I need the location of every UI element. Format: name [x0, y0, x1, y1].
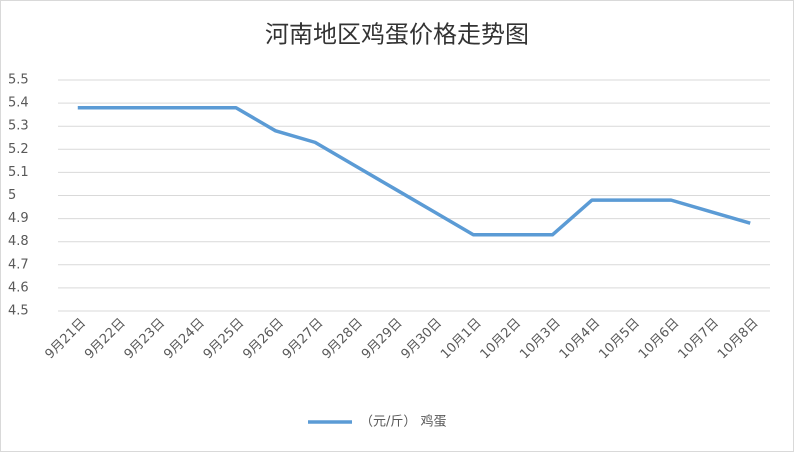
y-tick-label: 4.6: [8, 280, 29, 295]
y-tick-label: 5.5: [8, 73, 29, 88]
y-tick-label: 4.8: [8, 234, 29, 249]
y-tick-label: 5.3: [8, 119, 29, 134]
legend-label: （元/斤） 鸡蛋: [360, 414, 447, 430]
y-tick-label: 5: [8, 188, 16, 203]
y-tick-label: 5.1: [8, 165, 29, 180]
y-tick-label: 5.4: [8, 96, 29, 111]
y-tick-label: 4.5: [8, 304, 29, 319]
line-series: [77, 105, 751, 237]
y-tick-label: 4.7: [8, 257, 29, 272]
y-tick-label: 4.9: [8, 211, 29, 226]
y-tick-label: 5.2: [8, 142, 29, 157]
chart-title: 河南地区鸡蛋价格走势图: [265, 21, 529, 49]
